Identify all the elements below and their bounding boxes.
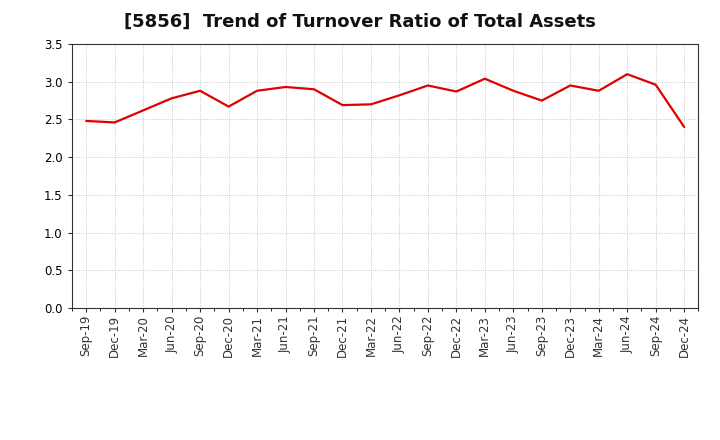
Text: [5856]  Trend of Turnover Ratio of Total Assets: [5856] Trend of Turnover Ratio of Total … xyxy=(124,13,596,31)
